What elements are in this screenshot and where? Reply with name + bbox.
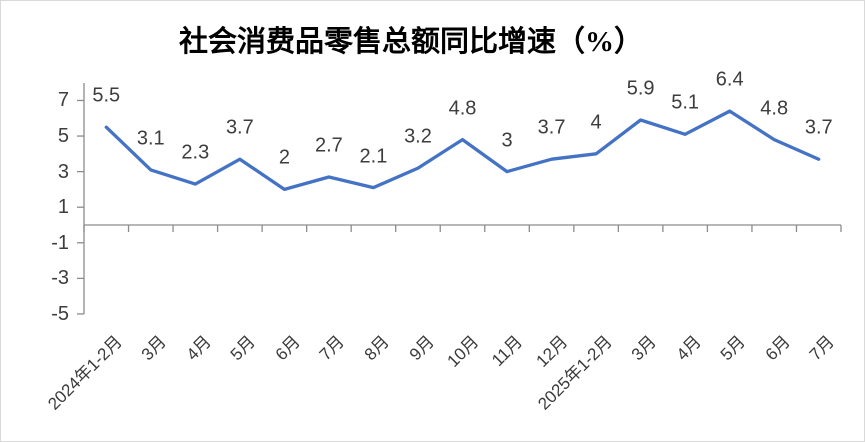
data-label: 5.1 (671, 91, 700, 114)
y-axis-label: 3 (57, 160, 69, 183)
data-label: 3.2 (404, 125, 432, 148)
data-label: 2 (278, 146, 290, 169)
data-label: 2.7 (315, 134, 343, 157)
y-axis-label: 1 (57, 196, 69, 219)
series-line (104, 109, 821, 192)
data-label: 3 (501, 129, 513, 152)
data-label: 4.8 (448, 97, 477, 120)
y-axis-label: -3 (51, 267, 69, 290)
y-axis-label: 7 (57, 89, 69, 112)
data-label: 3.7 (804, 116, 833, 139)
data-label: 2.3 (181, 141, 210, 164)
data-label: 4 (590, 111, 602, 134)
data-label: 3.7 (537, 116, 566, 139)
y-axis-label: 5 (57, 125, 69, 148)
data-label: 6.4 (715, 68, 744, 91)
data-label: 2.1 (359, 145, 388, 168)
y-axis-label: -5 (51, 302, 69, 325)
data-label: 5.5 (92, 84, 121, 107)
data-label: 5.9 (626, 77, 655, 100)
chart-title: 社会消费品零售总额同比增速（%） (178, 26, 644, 58)
data-label: 4.8 (760, 97, 789, 120)
y-axis-label: -1 (51, 231, 69, 254)
data-label: 3.1 (136, 127, 165, 150)
data-label: 3.7 (225, 116, 254, 139)
